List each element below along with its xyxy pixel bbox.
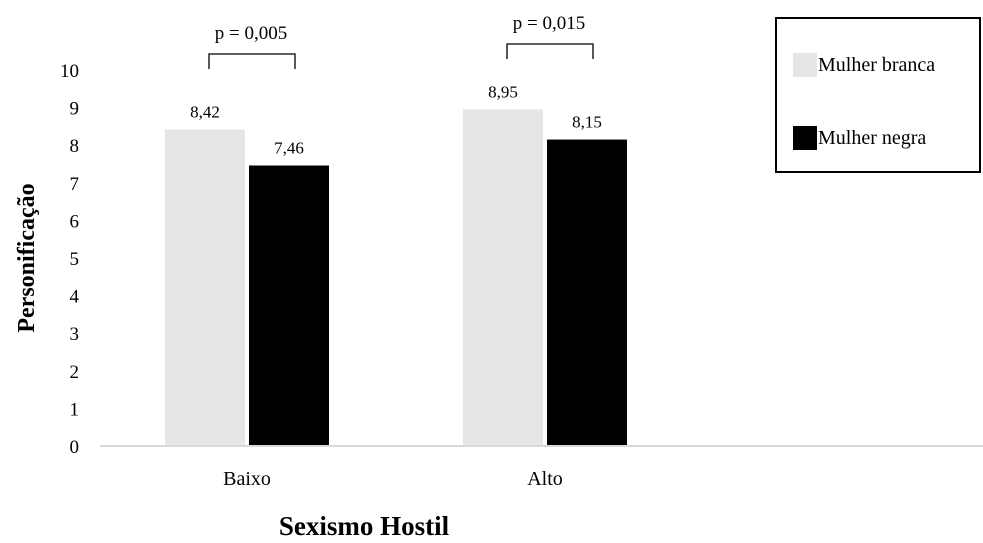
legend-label-mulher-branca: Mulher branca <box>818 54 935 76</box>
y-tick-label: 1 <box>70 399 80 420</box>
bars: 8,42 7,46 8,95 8,15 <box>165 82 627 446</box>
bar-1-1 <box>547 139 627 446</box>
significance-bracket <box>506 43 594 59</box>
legend-swatch-mulher-branca <box>793 53 817 77</box>
legend: Mulher branca Mulher negra <box>775 17 981 173</box>
y-tick-label: 2 <box>70 362 80 383</box>
bar-0-0 <box>165 129 245 446</box>
x-axis-title: Sexismo Hostil <box>279 511 450 541</box>
data-label: 8,15 <box>572 113 602 132</box>
x-tick-label: Baixo <box>223 468 271 490</box>
y-tick-label: 3 <box>70 324 80 345</box>
y-tick-label: 7 <box>70 174 80 195</box>
data-label: 7,46 <box>274 139 304 158</box>
y-tick-label: 6 <box>70 211 80 232</box>
p-value-label: p = 0,005 <box>215 23 287 44</box>
x-tick-labels: Baixo Alto <box>223 468 563 490</box>
p-value-label: p = 0,015 <box>513 13 585 34</box>
legend-label-mulher-negra: Mulher negra <box>818 127 926 149</box>
legend-swatch-mulher-negra <box>793 126 817 150</box>
y-tick-label: 4 <box>70 287 80 308</box>
bar-1-0 <box>463 109 543 446</box>
y-tick-label: 10 <box>60 61 79 82</box>
significance-annotations: p = 0,005 p = 0,015 <box>208 13 594 69</box>
significance-bracket <box>208 53 296 69</box>
y-tick-label: 5 <box>70 249 80 270</box>
y-axis-title: Personificação <box>14 183 40 332</box>
data-label: 8,95 <box>488 82 518 101</box>
x-tick-label: Alto <box>527 468 563 490</box>
bar-0-1 <box>249 165 329 446</box>
y-tick-label: 9 <box>70 99 80 120</box>
y-tick-label: 8 <box>70 136 80 157</box>
data-label: 8,42 <box>190 102 220 121</box>
y-tick-labels: 0 1 2 3 4 5 6 7 8 9 10 <box>60 61 80 458</box>
y-tick-label: 0 <box>70 437 80 458</box>
